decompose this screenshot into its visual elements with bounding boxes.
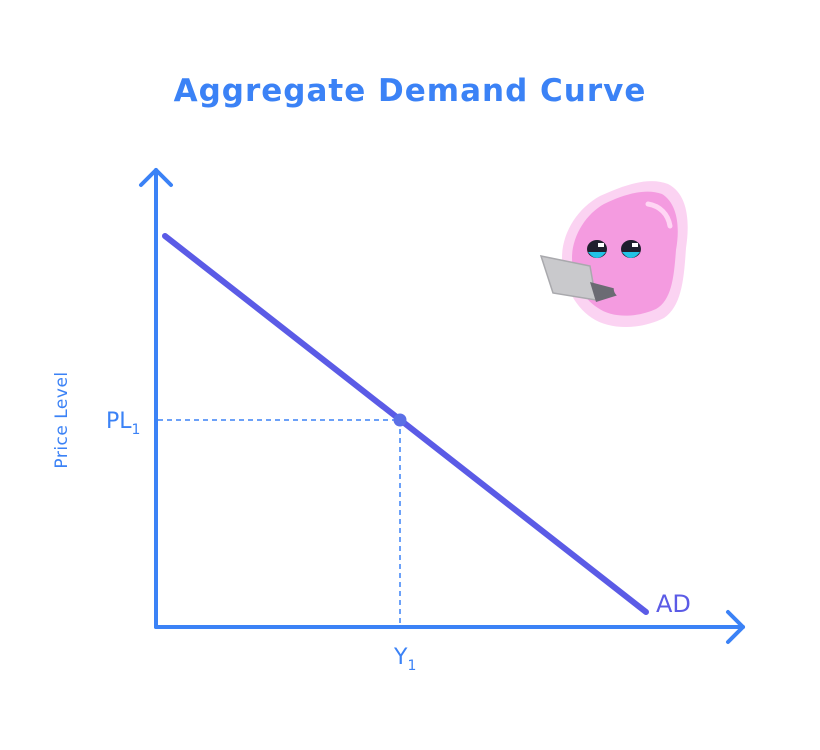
guide-lines <box>158 419 401 625</box>
mascot-right-eye-tear <box>622 252 640 258</box>
mascot-highlight <box>645 201 673 229</box>
axes <box>139 168 745 644</box>
mascot-laptop <box>539 255 629 302</box>
output-marker-main: Y <box>393 645 408 670</box>
laptop-base <box>590 282 628 302</box>
x-axis-arrowhead <box>726 610 745 644</box>
output-marker: Y1 <box>393 645 416 674</box>
mascot-left-eye-shine <box>598 243 604 247</box>
mascot-left-eye-tear <box>588 252 606 258</box>
chart-title: Aggregate Demand Curve <box>174 73 647 109</box>
output-marker-subscript: 1 <box>407 658 416 674</box>
y-axis-arrowhead <box>139 168 173 187</box>
y-axis-label: Price Level <box>52 371 72 468</box>
mascot-right-eye-shine <box>632 243 638 247</box>
mascot-eyes <box>587 240 641 258</box>
price-level-marker-main: PL <box>106 409 132 434</box>
pink-blob-mascot-icon <box>539 181 688 327</box>
mascot-hand <box>613 284 629 298</box>
price-level-marker-subscript: 1 <box>132 422 141 438</box>
equilibrium-point <box>393 413 407 427</box>
price-level-marker: PL1 <box>106 409 140 438</box>
ad-curve-label: AD <box>656 590 691 618</box>
ad-curve-line <box>162 233 649 615</box>
